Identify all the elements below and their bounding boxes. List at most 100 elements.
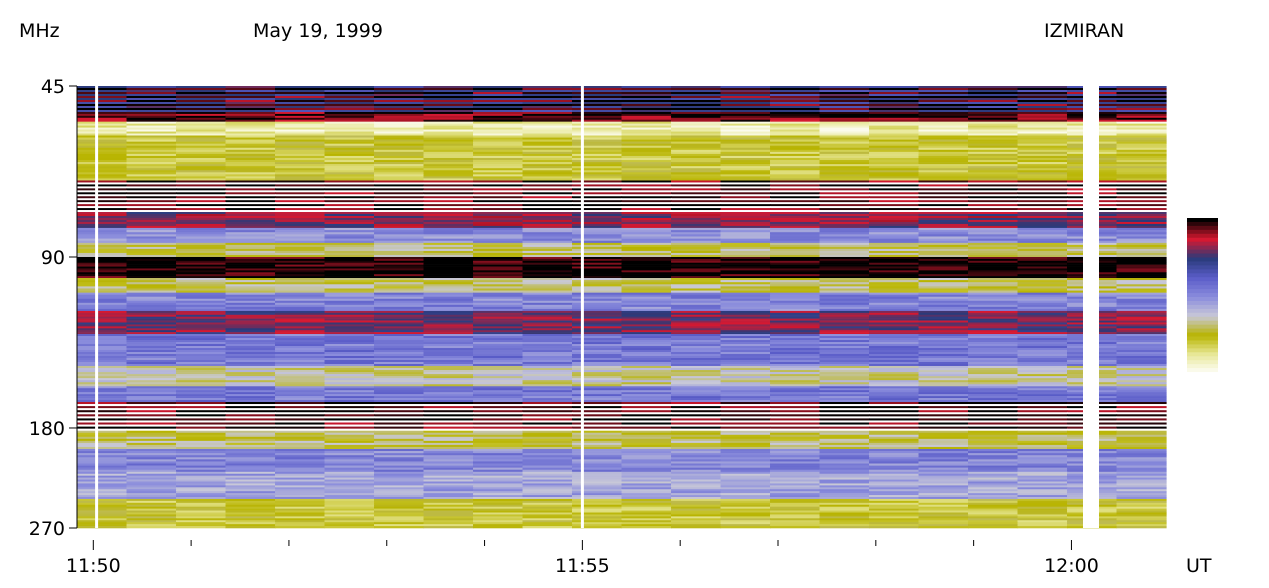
heatmap-cell <box>522 188 573 191</box>
heatmap-cell <box>522 230 573 233</box>
heatmap-cell <box>77 420 128 423</box>
heatmap-cell <box>374 172 425 175</box>
heatmap-cell <box>423 157 474 161</box>
heatmap-cell <box>522 139 573 142</box>
heatmap-cell <box>621 88 672 91</box>
heatmap-cell <box>374 272 425 275</box>
heatmap-cell <box>423 412 474 415</box>
heatmap-cell <box>572 86 623 89</box>
heatmap-cell <box>522 282 573 285</box>
heatmap-cell <box>225 214 276 217</box>
heatmap-cell <box>621 160 672 163</box>
heatmap-cell <box>918 370 969 373</box>
heatmap-cell <box>770 258 821 262</box>
heatmap-cell <box>176 232 227 235</box>
heatmap-cell <box>1017 115 1068 119</box>
heatmap-cell <box>720 96 771 99</box>
heatmap-cell <box>869 272 920 275</box>
heatmap-cell <box>77 206 128 209</box>
heatmap-cell <box>225 382 276 385</box>
heatmap-cell <box>225 182 276 185</box>
heatmap-cell <box>1017 316 1068 319</box>
heatmap-cell <box>176 322 227 325</box>
heatmap-cell <box>869 125 920 128</box>
heatmap-cell <box>770 354 821 357</box>
heatmap-cell <box>225 316 276 319</box>
heatmap-cell <box>423 455 474 458</box>
heatmap-cell <box>621 312 672 316</box>
heatmap-cell <box>374 493 425 496</box>
heatmap-cell <box>770 310 821 314</box>
heatmap-cell <box>869 304 920 308</box>
heatmap-cell <box>1116 232 1167 235</box>
heatmap-cell <box>324 151 375 155</box>
heatmap-cell <box>126 86 177 89</box>
heatmap-cell <box>522 276 573 279</box>
heatmap-cell <box>770 491 821 494</box>
heatmap-cell <box>720 260 771 264</box>
heatmap-cell <box>968 350 1019 353</box>
heatmap-cell <box>720 240 771 244</box>
heatmap-cell <box>77 330 128 333</box>
heatmap-cell <box>968 386 1019 389</box>
heatmap-cell <box>473 223 524 227</box>
heatmap-cell <box>621 256 672 260</box>
heatmap-cell <box>869 300 920 304</box>
heatmap-cell <box>720 217 771 221</box>
units-label: MHz <box>19 20 60 42</box>
heatmap-cell <box>621 276 672 279</box>
heatmap-cell <box>324 264 375 267</box>
heatmap-cell <box>819 141 870 144</box>
heatmap-cell <box>275 217 326 221</box>
heatmap-cell <box>720 394 771 397</box>
heatmap-cell <box>176 426 227 429</box>
heatmap-cell <box>176 123 227 126</box>
heatmap-cell <box>275 186 326 189</box>
heatmap-cell <box>126 510 177 513</box>
heatmap-cell <box>869 455 920 458</box>
heatmap-cell <box>275 374 326 377</box>
heatmap-cell <box>968 320 1019 323</box>
heatmap-cell <box>225 143 276 147</box>
heatmap-cell <box>671 314 722 318</box>
heatmap-cell <box>374 105 425 109</box>
heatmap-cell <box>1017 266 1068 269</box>
heatmap-cell <box>621 304 672 308</box>
heatmap-cell <box>374 117 425 121</box>
heatmap-cell <box>918 426 969 429</box>
heatmap-cell <box>522 322 573 325</box>
heatmap-cell <box>1116 372 1167 375</box>
heatmap-cell <box>275 194 326 197</box>
heatmap-cell <box>621 244 672 248</box>
heatmap-cell <box>1017 382 1068 385</box>
heatmap-cell <box>1116 172 1167 175</box>
heatmap-cell <box>819 236 870 239</box>
heatmap-cell <box>374 96 425 99</box>
heatmap-cell <box>1116 107 1167 111</box>
heatmap-cell <box>522 182 573 185</box>
heatmap-cell <box>275 412 326 415</box>
heatmap-cell <box>126 105 177 109</box>
heatmap-cell <box>819 139 870 142</box>
heatmap-cell <box>473 512 524 515</box>
heatmap-cell <box>819 384 870 387</box>
heatmap-cell <box>176 162 227 165</box>
heatmap-cell <box>1017 428 1068 431</box>
heatmap-cell <box>423 238 474 242</box>
heatmap-cell <box>126 270 177 273</box>
heatmap-cell <box>522 145 573 149</box>
heatmap-cell <box>1116 90 1167 93</box>
heatmap-cell <box>572 212 623 215</box>
heatmap-cell <box>176 388 227 391</box>
heatmap-cell <box>671 376 722 379</box>
heatmap-cell <box>918 493 969 496</box>
heatmap-cell <box>869 432 920 436</box>
heatmap-cell <box>819 240 870 244</box>
heatmap-cell <box>869 176 920 179</box>
heatmap-cell <box>324 160 375 163</box>
heatmap-cell <box>1017 350 1068 353</box>
heatmap-cell <box>1116 410 1167 413</box>
heatmap-cell <box>819 350 870 353</box>
heatmap-cell <box>522 336 573 339</box>
heatmap-cell <box>1017 432 1068 436</box>
